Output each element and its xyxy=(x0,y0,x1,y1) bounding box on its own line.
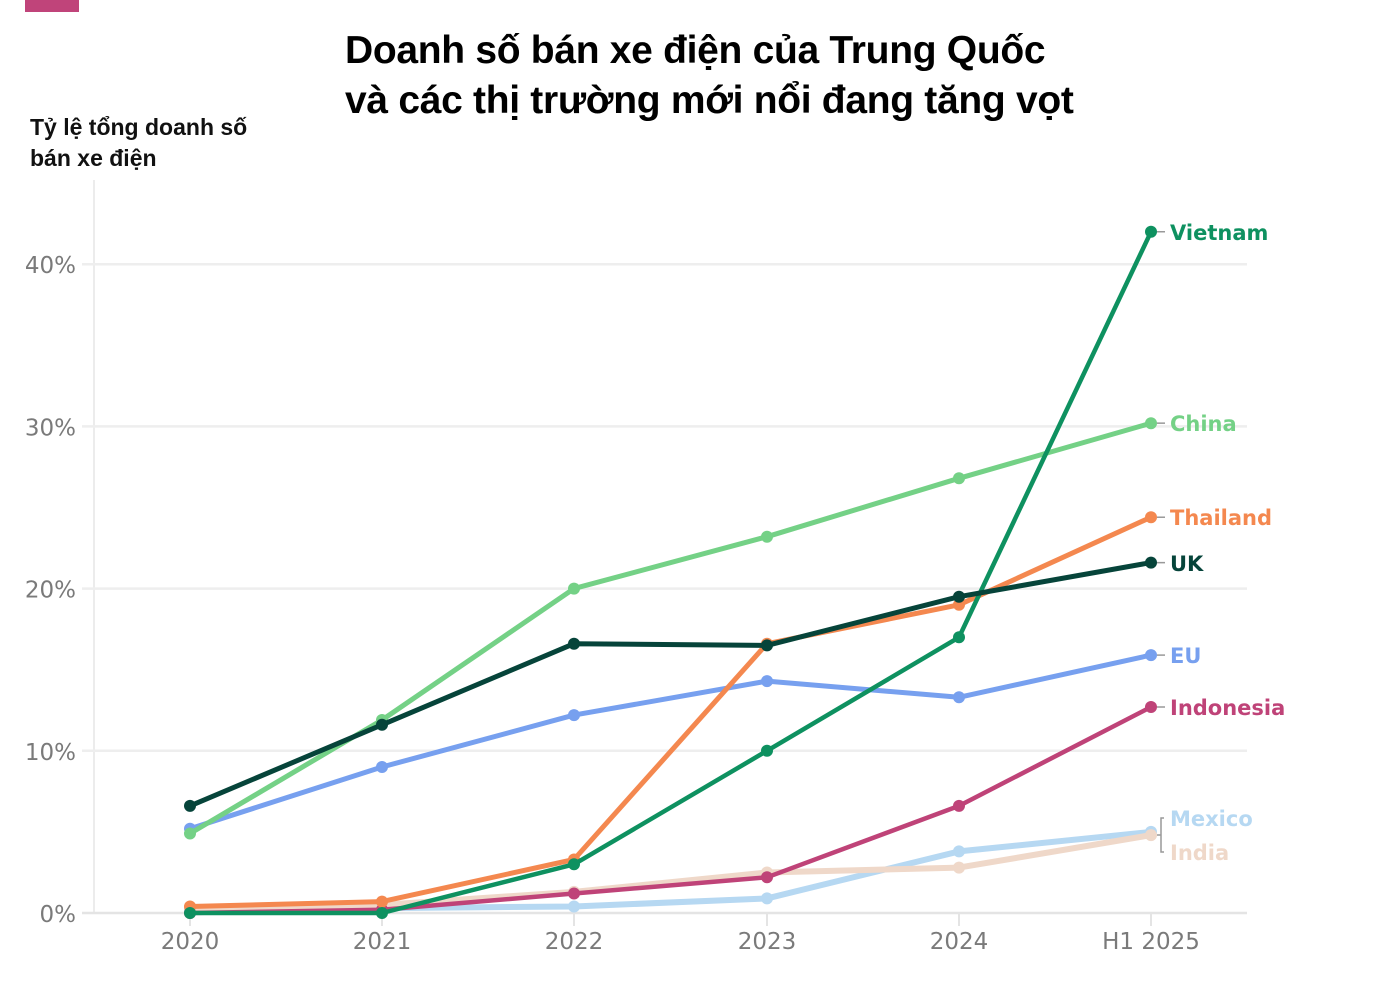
data-point xyxy=(761,892,773,905)
series-label-indonesia: Indonesia xyxy=(1170,696,1285,720)
data-point xyxy=(376,895,388,908)
series-label-vietnam: Vietnam xyxy=(1170,221,1268,245)
data-point xyxy=(568,582,580,595)
y-tick-label: 0% xyxy=(40,902,77,928)
data-point xyxy=(568,858,580,871)
y-axis-title-line-1: Tỷ lệ tổng doanh số xyxy=(30,114,248,140)
data-point xyxy=(761,871,773,884)
data-point xyxy=(376,761,388,773)
data-point xyxy=(953,861,965,874)
y-tick-label: 40% xyxy=(25,253,76,279)
data-point xyxy=(761,675,773,688)
data-point xyxy=(568,900,580,913)
data-point xyxy=(953,590,965,603)
data-point xyxy=(184,799,196,812)
data-point xyxy=(184,827,196,840)
data-point xyxy=(1145,829,1157,842)
bracket-connector xyxy=(1157,817,1164,853)
data-point xyxy=(1145,701,1157,713)
data-point xyxy=(184,907,196,919)
data-point xyxy=(1145,511,1157,524)
series-label-uk: UK xyxy=(1170,552,1204,576)
series-line xyxy=(187,832,1154,912)
data-point xyxy=(376,907,388,919)
y-axis-title: Tỷ lệ tổng doanh số bán xe điện xyxy=(30,112,247,174)
series-uk xyxy=(184,556,1157,812)
series-china xyxy=(184,417,1157,840)
data-point xyxy=(1145,225,1157,238)
series-line xyxy=(187,229,1154,916)
x-tick-label: 2024 xyxy=(930,929,989,955)
x-tick-label: 2023 xyxy=(738,929,797,955)
series-label-eu: EU xyxy=(1170,644,1201,668)
series-labels: Vietnam China Thailand UK EU Indonesia Mexico I… xyxy=(1157,221,1285,865)
data-point xyxy=(761,530,773,543)
series-label-india: India xyxy=(1170,841,1229,865)
series-line xyxy=(187,704,1154,916)
title-line-2: và các thị trường mới nổi đang tăng vọt xyxy=(345,79,1074,122)
series-vietnam xyxy=(184,225,1157,919)
data-point xyxy=(568,637,580,650)
data-point xyxy=(568,887,580,900)
x-tick-label: 2021 xyxy=(353,929,412,955)
data-point xyxy=(953,472,965,485)
series-line xyxy=(187,560,1154,809)
data-point xyxy=(568,709,580,722)
y-tick-label: 10% xyxy=(25,740,76,766)
series-line xyxy=(187,420,1154,836)
series-label-china: China xyxy=(1170,412,1237,436)
data-point xyxy=(1145,417,1157,430)
chart-title: Doanh số bán xe điện của Trung Quốc và c… xyxy=(345,26,1074,126)
data-point xyxy=(953,691,965,704)
series-line xyxy=(187,652,1154,832)
series-thailand xyxy=(184,511,1157,913)
data-point xyxy=(761,639,773,652)
y-axis: 0% 10% 20% 30% 40% xyxy=(25,253,76,928)
series-line xyxy=(187,828,1154,915)
y-axis-title-line-2: bán xe điện xyxy=(30,145,157,171)
series-label-thailand: Thailand xyxy=(1170,506,1272,530)
y-tick-label: 30% xyxy=(25,415,76,441)
data-point xyxy=(953,631,965,644)
x-axis: 2020 2021 2022 2023 2024 H1 2025 xyxy=(161,913,1200,955)
x-tick-label: 2020 xyxy=(161,929,220,955)
series-lines xyxy=(184,225,1157,919)
data-point xyxy=(1145,556,1157,569)
data-point xyxy=(953,845,965,858)
x-tick-label: H1 2025 xyxy=(1102,929,1200,955)
y-tick-label: 20% xyxy=(25,578,76,604)
brand-color-block xyxy=(25,0,79,12)
data-point xyxy=(1145,649,1157,662)
gridlines xyxy=(82,180,1247,915)
series-label-mexico: Mexico xyxy=(1170,807,1253,831)
data-point xyxy=(761,744,773,757)
data-point xyxy=(376,718,388,731)
x-tick-label: 2022 xyxy=(545,929,604,955)
title-line-1: Doanh số bán xe điện của Trung Quốc xyxy=(345,29,1046,72)
data-point xyxy=(953,799,965,812)
